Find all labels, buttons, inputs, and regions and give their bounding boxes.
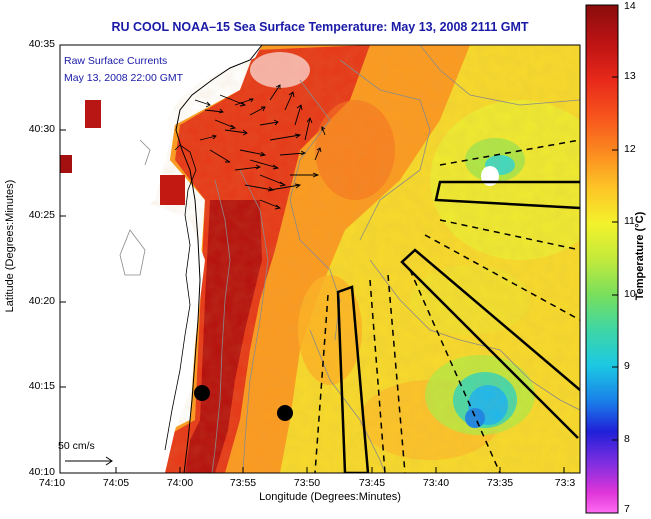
survey-boxes <box>336 180 580 473</box>
coastline <box>175 45 263 473</box>
y-axis-label: Latitude (Degrees:Minutes) <box>4 179 16 313</box>
colorbar-tick: 11 <box>624 215 635 227</box>
y-tick: 40:30 <box>28 123 55 135</box>
plot-frame <box>59 44 581 474</box>
x-tick: 74:05 <box>102 477 130 489</box>
colorbar-tick: 7 <box>624 503 630 515</box>
x-tick: 73:50 <box>293 477 321 489</box>
colorbar-tick: 12 <box>624 143 636 155</box>
x-tick: 73:45 <box>358 477 386 489</box>
y-tick: 40:15 <box>28 380 55 392</box>
colorbar-tick: 9 <box>624 360 630 372</box>
colorbar-tick: 10 <box>624 288 636 300</box>
colorbar-tick: 13 <box>624 70 636 82</box>
y-tick: 40:10 <box>28 466 55 478</box>
colorbar-tick: 8 <box>624 433 630 445</box>
y-tick: 40:20 <box>28 295 55 307</box>
scale-arrow <box>65 456 113 466</box>
x-tick: 73:3 <box>554 477 576 489</box>
x-tick: 73:35 <box>486 477 514 489</box>
colorbar-label: Temperature (°C) <box>634 211 646 301</box>
colorbar <box>585 4 619 514</box>
x-tick: 74:10 <box>38 477 66 489</box>
x-tick: 73:40 <box>422 477 450 489</box>
map-title: RU COOL NOAA–15 Sea Surface Temperature:… <box>111 20 529 34</box>
scale-label: 50 cm/s <box>58 440 95 452</box>
x-tick: 73:55 <box>229 477 257 489</box>
x-axis-label: Longitude (Degrees:Minutes) <box>259 491 401 503</box>
station-marker <box>194 385 210 401</box>
land-mass <box>60 45 262 210</box>
y-tick: 40:35 <box>28 38 55 50</box>
x-tick: 74:00 <box>166 477 194 489</box>
radial-lines <box>314 139 580 473</box>
station-marker <box>277 405 293 421</box>
y-tick: 40:25 <box>28 209 55 221</box>
colorbar-tick: 14 <box>624 0 636 12</box>
currents-legend-label: Raw Surface Currents <box>64 55 168 67</box>
currents-legend-time: May 13, 2008 22:00 GMT <box>64 72 184 84</box>
current-vectors <box>194 84 326 210</box>
